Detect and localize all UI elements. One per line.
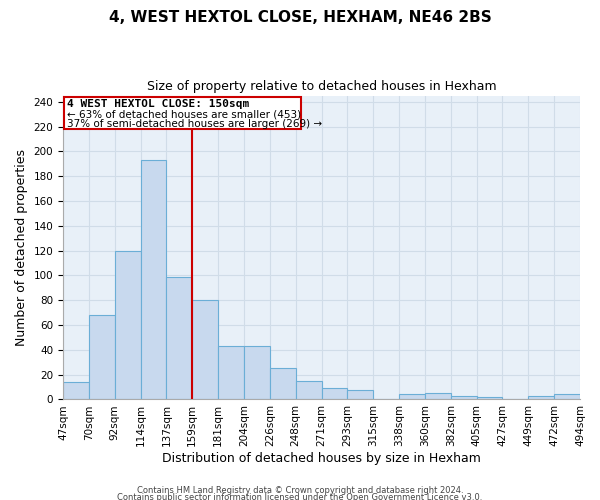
Bar [89,315,115,400]
Bar [296,381,322,400]
Bar [399,394,425,400]
Bar [529,396,554,400]
Bar [218,346,244,400]
Bar [140,160,166,400]
Text: ← 63% of detached houses are smaller (453): ← 63% of detached houses are smaller (45… [67,109,302,119]
Bar [166,276,192,400]
Bar [322,388,347,400]
X-axis label: Distribution of detached houses by size in Hexham: Distribution of detached houses by size … [162,452,481,465]
Text: Contains HM Land Registry data © Crown copyright and database right 2024.: Contains HM Land Registry data © Crown c… [137,486,463,495]
Text: 37% of semi-detached houses are larger (269) →: 37% of semi-detached houses are larger (… [67,119,323,129]
FancyBboxPatch shape [64,97,301,129]
Bar [270,368,296,400]
Title: Size of property relative to detached houses in Hexham: Size of property relative to detached ho… [147,80,496,93]
Bar [451,396,476,400]
Bar [476,397,502,400]
Bar [347,390,373,400]
Text: 4 WEST HEXTOL CLOSE: 150sqm: 4 WEST HEXTOL CLOSE: 150sqm [67,98,250,108]
Text: 4, WEST HEXTOL CLOSE, HEXHAM, NE46 2BS: 4, WEST HEXTOL CLOSE, HEXHAM, NE46 2BS [109,10,491,25]
Bar [554,394,580,400]
Bar [192,300,218,400]
Bar [244,346,270,400]
Bar [115,250,140,400]
Bar [425,394,451,400]
Y-axis label: Number of detached properties: Number of detached properties [15,149,28,346]
Text: Contains public sector information licensed under the Open Government Licence v3: Contains public sector information licen… [118,494,482,500]
Bar [63,382,89,400]
